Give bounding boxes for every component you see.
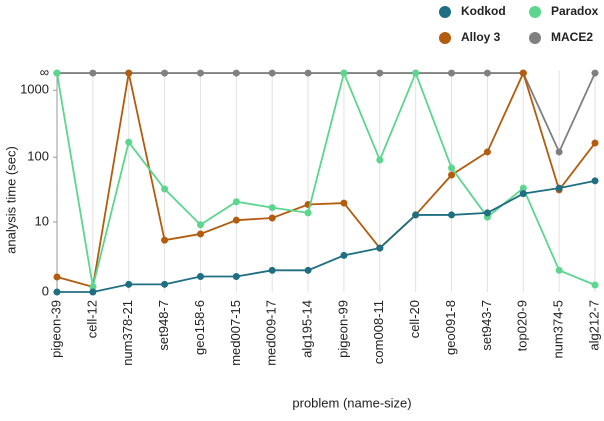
legend-marker xyxy=(529,6,541,18)
data-point xyxy=(519,190,527,198)
data-point xyxy=(161,236,169,244)
data-point xyxy=(591,69,599,77)
legend: Kodkod Paradox Alloy 3 MACE2 xyxy=(439,4,599,44)
data-point xyxy=(591,139,599,147)
y-tick-label: 10 xyxy=(35,213,49,228)
data-point xyxy=(268,69,276,77)
data-point xyxy=(483,148,491,156)
data-point xyxy=(483,209,491,217)
data-point xyxy=(555,184,563,192)
x-axis-label: problem (name-size) xyxy=(292,395,411,410)
legend-marker xyxy=(439,32,451,44)
data-point xyxy=(232,69,240,77)
data-point xyxy=(232,273,240,281)
data-point xyxy=(196,273,204,281)
series-line xyxy=(57,72,596,155)
x-tick-label: pigeon-39 xyxy=(48,300,63,358)
data-point xyxy=(376,69,384,77)
data-point xyxy=(412,69,420,77)
data-point xyxy=(268,266,276,274)
legend-label: Alloy 3 xyxy=(461,30,501,44)
data-point xyxy=(448,171,456,179)
y-tick-label: 0 xyxy=(42,283,49,298)
data-point xyxy=(591,177,599,185)
data-point xyxy=(125,69,133,77)
x-tick-label: set948-7 xyxy=(156,300,171,351)
data-point xyxy=(304,266,312,274)
x-tick-label: com008-11 xyxy=(371,300,386,364)
data-point xyxy=(412,211,420,219)
data-point xyxy=(340,251,348,259)
legend-marker xyxy=(439,6,451,18)
data-point xyxy=(196,221,204,229)
data-point xyxy=(161,280,169,288)
data-point xyxy=(340,199,348,207)
data-point xyxy=(519,184,527,192)
x-tick-label: cell-20 xyxy=(407,300,422,338)
x-tick-label: cell-12 xyxy=(84,300,99,338)
data-point xyxy=(304,69,312,77)
data-point xyxy=(232,216,240,224)
data-point xyxy=(448,211,456,219)
data-point xyxy=(161,69,169,77)
data-point xyxy=(53,273,61,281)
data-point xyxy=(161,185,169,193)
series-line xyxy=(57,179,596,293)
data-point xyxy=(376,244,384,252)
legend-marker xyxy=(529,32,541,44)
data-point xyxy=(340,69,348,77)
series-line xyxy=(56,70,596,289)
data-point xyxy=(53,288,61,296)
series-line xyxy=(56,70,596,287)
x-tick-label: num374-5 xyxy=(551,300,566,359)
data-point xyxy=(89,283,97,291)
x-tick-label: geo091-8 xyxy=(443,300,458,355)
x-tick-label: alg212-7 xyxy=(586,300,601,351)
data-point xyxy=(448,69,456,77)
data-point xyxy=(196,69,204,77)
x-tick-label: num378-21 xyxy=(120,300,135,366)
y-axis-label: analysis time (sec) xyxy=(3,146,18,254)
y-tick-label: 100 xyxy=(27,149,49,164)
x-tick-label: pigeon-99 xyxy=(335,300,350,358)
data-point xyxy=(89,69,97,77)
data-point xyxy=(483,69,491,77)
legend-label: Kodkod xyxy=(461,4,506,18)
data-point xyxy=(591,281,599,289)
data-point xyxy=(232,198,240,206)
x-tick-label: med009-17 xyxy=(264,300,279,366)
data-point xyxy=(125,138,133,146)
data-point xyxy=(89,288,97,296)
x-tick-label: top020-9 xyxy=(515,300,530,351)
data-point xyxy=(519,69,527,77)
data-point xyxy=(555,148,563,156)
y-tick-label: 1000 xyxy=(20,82,49,97)
x-tick-label: med007-15 xyxy=(228,300,243,366)
data-point xyxy=(268,204,276,212)
y-tick-label: ∞ xyxy=(40,65,49,80)
data-point xyxy=(53,69,61,77)
data-point xyxy=(196,230,204,238)
x-tick-label: geo158-6 xyxy=(192,300,207,355)
data-point xyxy=(448,164,456,172)
x-tick-label: set943-7 xyxy=(479,300,494,351)
legend-label: MACE2 xyxy=(551,30,593,44)
data-point xyxy=(125,280,133,288)
data-point xyxy=(304,209,312,217)
data-point xyxy=(555,266,563,274)
data-point xyxy=(376,156,384,164)
x-tick-label: alg195-14 xyxy=(300,300,315,358)
legend-label: Paradox xyxy=(551,4,599,18)
data-point xyxy=(268,214,276,222)
